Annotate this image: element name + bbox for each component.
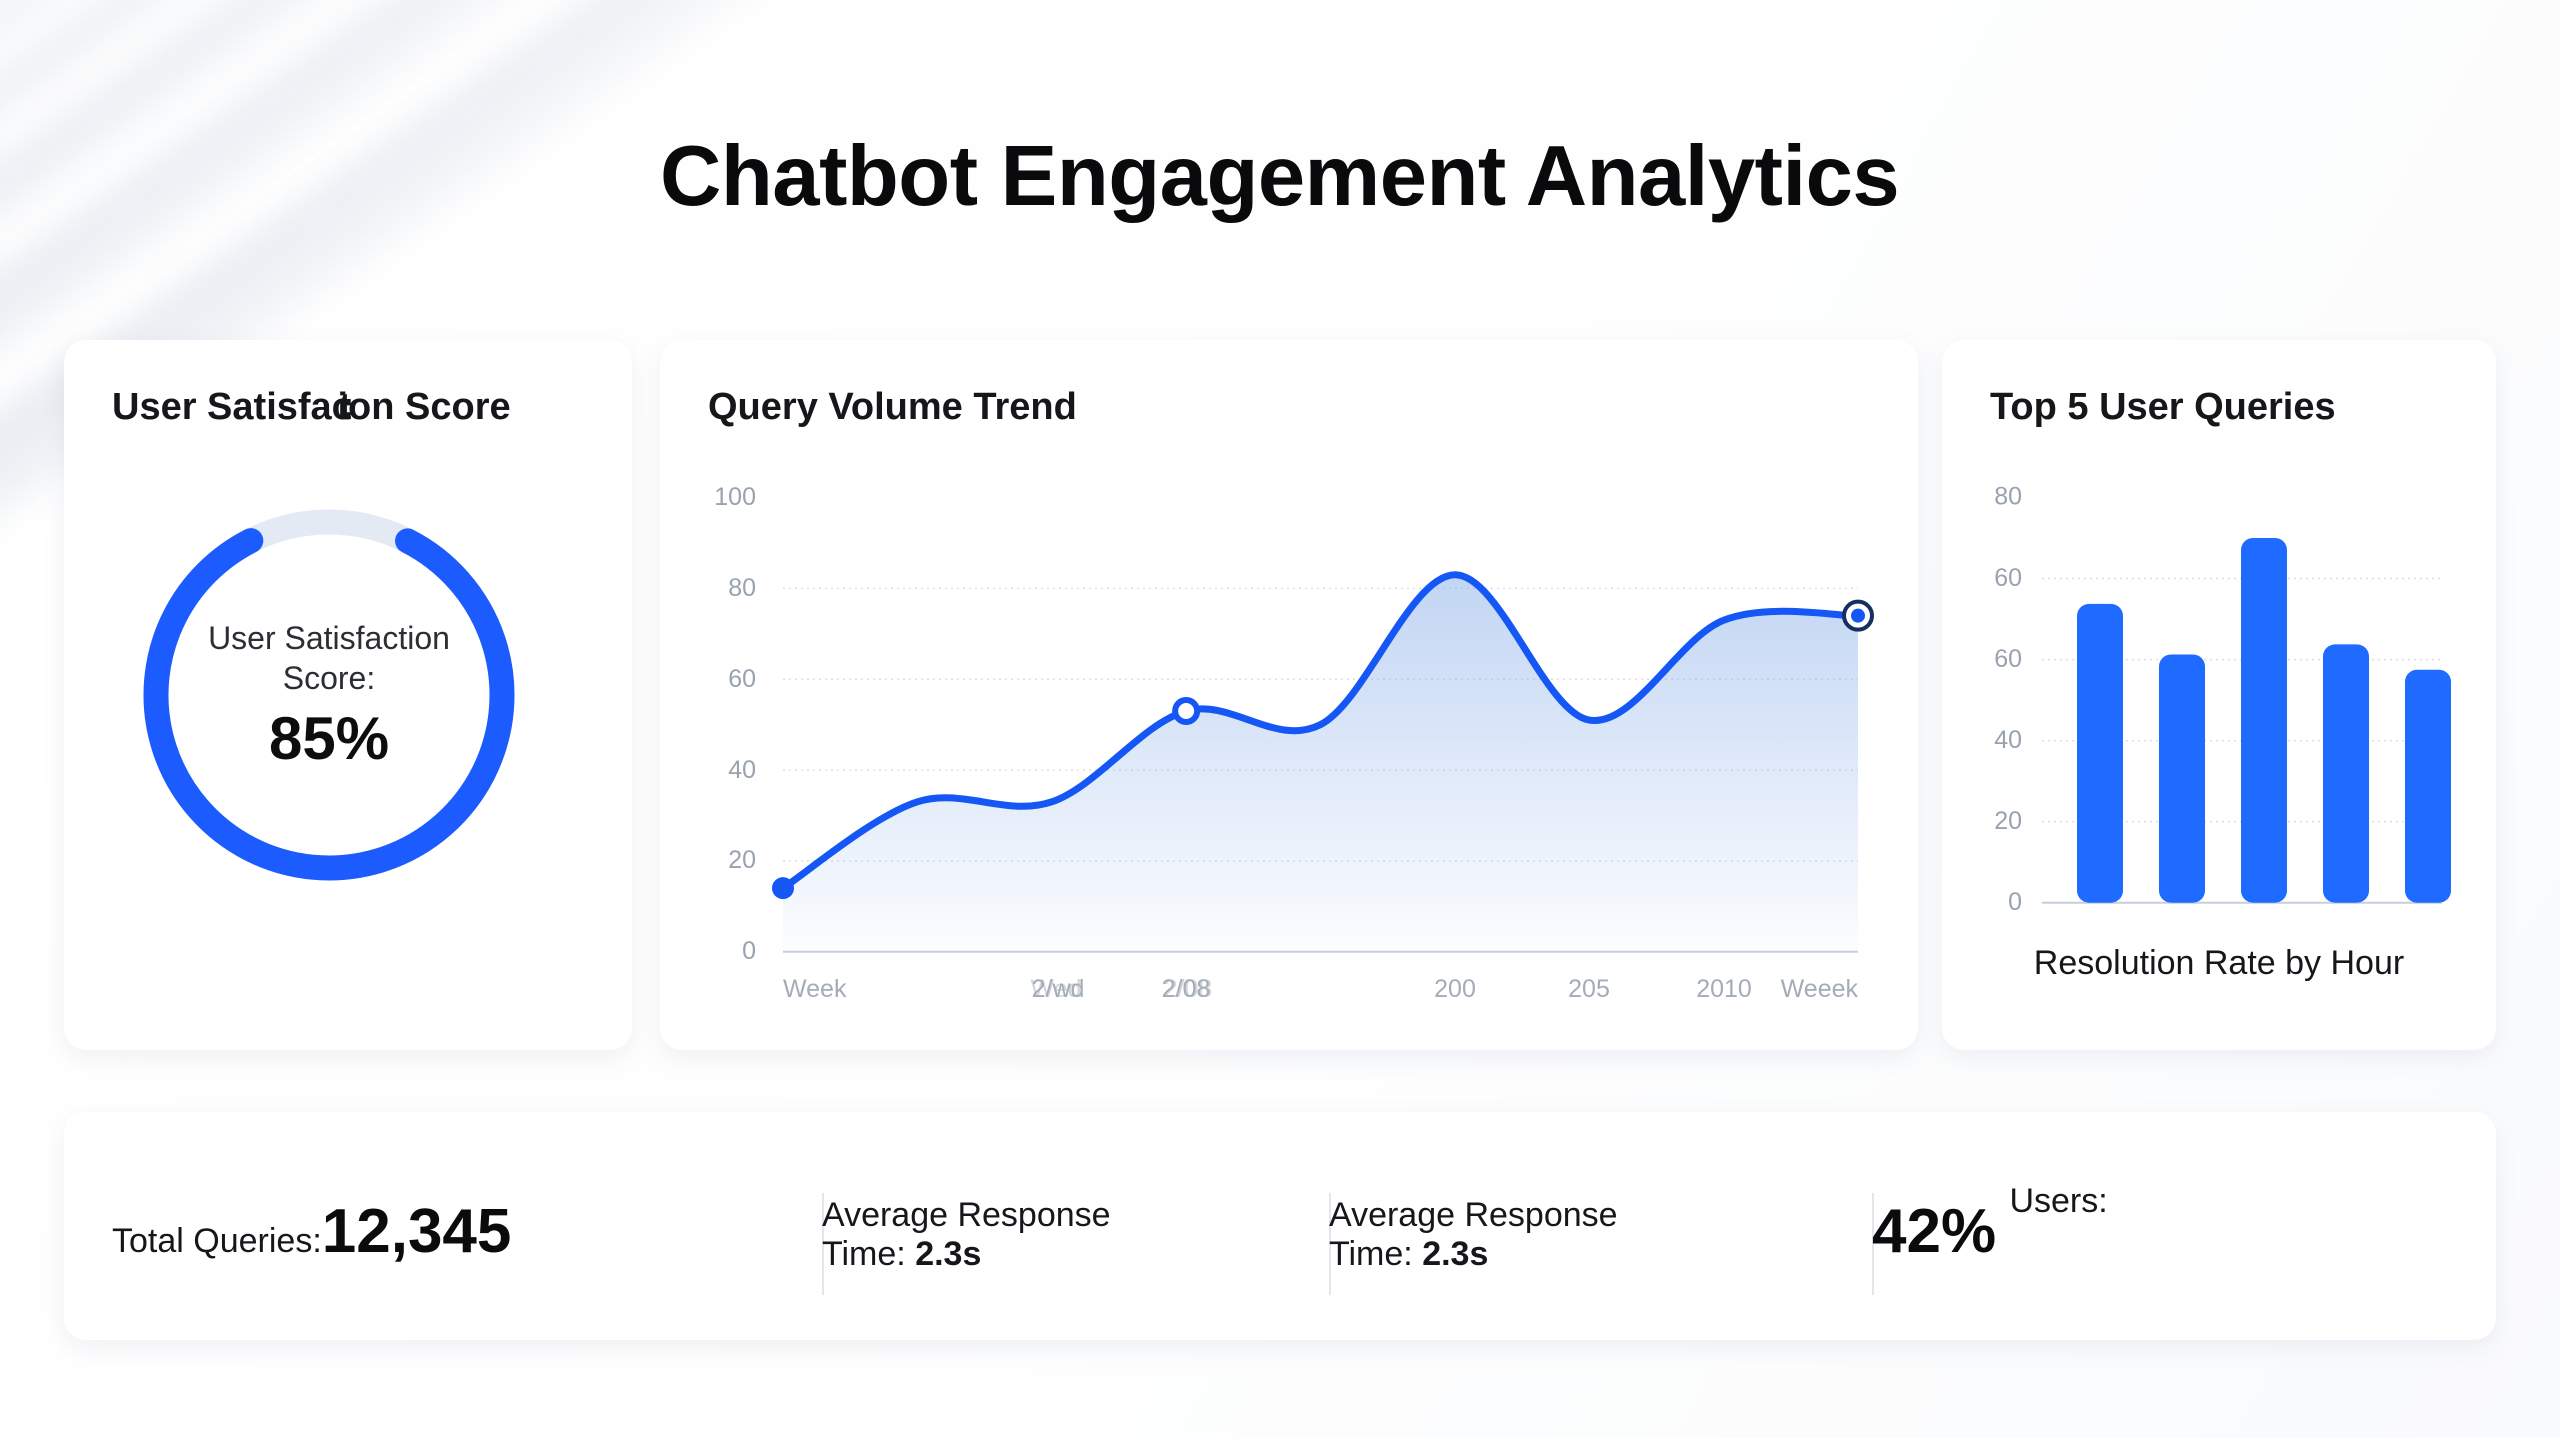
svg-text:2010: 2010	[1696, 975, 1752, 1003]
svg-text:80: 80	[1994, 483, 2022, 511]
svg-text:205: 205	[1568, 975, 1610, 1003]
svg-text:Weeek: Weeek	[1781, 975, 1859, 1003]
svg-text:200: 200	[1434, 975, 1476, 1003]
svg-text:60: 60	[1994, 564, 2022, 592]
svg-text:2/08: 2/08	[1164, 975, 1213, 1003]
svg-text:40: 40	[728, 756, 756, 784]
svg-text:60: 60	[728, 665, 756, 693]
svg-text:Wed: Wed	[1031, 975, 1082, 1003]
svg-text:60: 60	[1994, 645, 2022, 673]
svg-text:20: 20	[728, 846, 756, 874]
svg-text:100: 100	[714, 483, 756, 511]
svg-text:0: 0	[2008, 888, 2022, 916]
svg-text:80: 80	[728, 574, 756, 602]
svg-text:Week: Week	[783, 975, 847, 1003]
svg-text:40: 40	[1994, 726, 2022, 754]
svg-text:0: 0	[742, 937, 756, 965]
svg-text:20: 20	[1994, 807, 2022, 835]
